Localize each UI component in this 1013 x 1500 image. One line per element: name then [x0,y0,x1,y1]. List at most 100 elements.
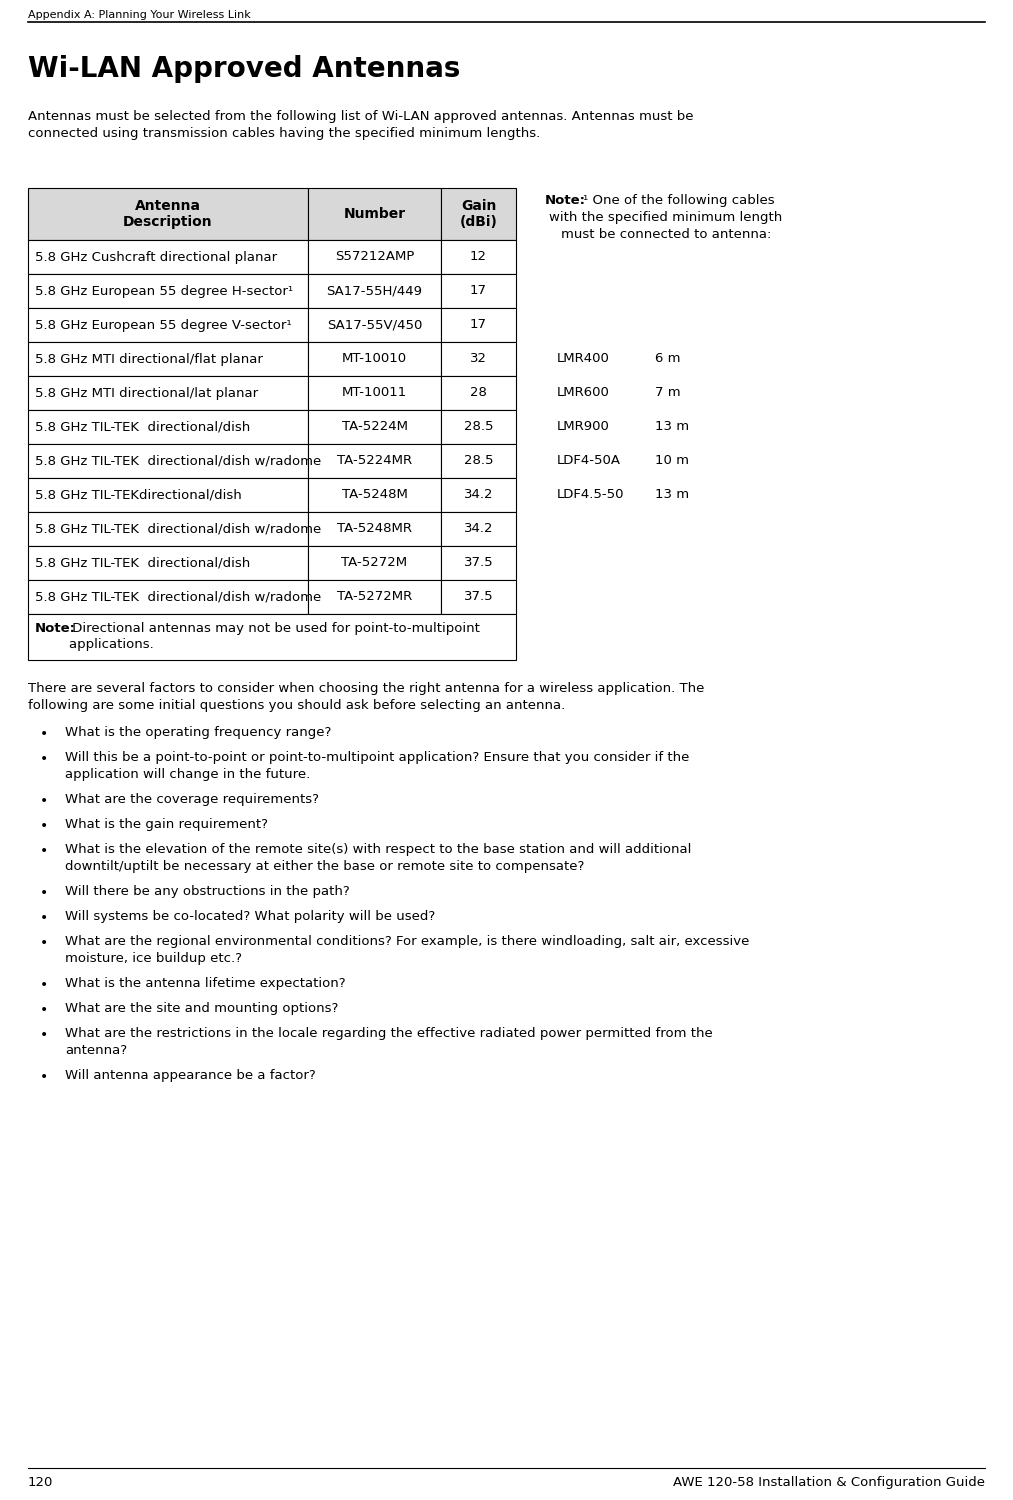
Text: LMR900: LMR900 [557,420,610,434]
Text: 13 m: 13 m [655,420,689,434]
Bar [28,342,308,376]
Text: S57212AMP: S57212AMP [335,251,414,264]
Text: Will systems be co-located? What polarity will be used?: Will systems be co-located? What polarit… [65,910,436,922]
Bar [28,240,308,274]
Text: 17: 17 [470,318,487,332]
Bar [441,512,516,546]
Text: antenna?: antenna? [65,1044,127,1058]
Bar [308,274,441,308]
Bar [28,512,308,546]
Bar [308,546,441,580]
Text: Number: Number [343,207,405,220]
Bar [28,274,308,308]
Text: applications.: applications. [35,638,154,651]
Text: 34.2: 34.2 [464,489,493,501]
Text: •: • [40,819,49,833]
Text: 5.8 GHz TIL-TEK  directional/dish: 5.8 GHz TIL-TEK directional/dish [35,420,250,434]
Text: application will change in the future.: application will change in the future. [65,768,310,782]
Text: Directional antennas may not be used for point-to-multipoint: Directional antennas may not be used for… [68,622,480,634]
Text: MT-10011: MT-10011 [341,387,407,399]
Bar [441,342,516,376]
Text: Note:: Note: [35,622,76,634]
Text: TA-5272M: TA-5272M [341,556,407,570]
Bar [441,410,516,444]
Bar [308,308,441,342]
Text: 5.8 GHz European 55 degree V-sector¹: 5.8 GHz European 55 degree V-sector¹ [35,318,292,332]
Text: SA17-55V/450: SA17-55V/450 [327,318,422,332]
Text: What are the regional environmental conditions? For example, is there windloadin: What are the regional environmental cond… [65,934,750,948]
Bar [308,444,441,478]
Text: LMR600: LMR600 [557,387,610,399]
Bar [441,274,516,308]
Text: •: • [40,910,49,926]
Text: •: • [40,752,49,766]
Bar [308,188,441,240]
Text: 5.8 GHz TIL-TEK  directional/dish: 5.8 GHz TIL-TEK directional/dish [35,556,250,570]
Text: What is the operating frequency range?: What is the operating frequency range? [65,726,331,740]
Bar [308,240,441,274]
Text: 10 m: 10 m [655,454,689,468]
Text: 28.5: 28.5 [464,420,493,434]
Text: 5.8 GHz TIL-TEK  directional/dish w/radome: 5.8 GHz TIL-TEK directional/dish w/radom… [35,591,321,603]
Text: LMR400: LMR400 [557,352,610,366]
Bar [441,580,516,614]
Text: Wi-LAN Approved Antennas: Wi-LAN Approved Antennas [28,56,460,82]
Text: 28: 28 [470,387,487,399]
Bar [308,376,441,410]
Text: 32: 32 [470,352,487,366]
Bar [308,512,441,546]
Bar [308,410,441,444]
Text: downtilt/uptilt be necessary at either the base or remote site to compensate?: downtilt/uptilt be necessary at either t… [65,859,585,873]
Bar [441,188,516,240]
Text: 34.2: 34.2 [464,522,493,536]
Text: must be connected to antenna:: must be connected to antenna: [561,228,771,242]
Text: Antennas must be selected from the following list of Wi-LAN approved antennas. A: Antennas must be selected from the follo… [28,110,694,123]
Bar [441,376,516,410]
Text: •: • [40,844,49,858]
Text: Antenna
Description: Antenna Description [124,200,213,230]
Text: TA-5272MR: TA-5272MR [337,591,412,603]
Text: •: • [40,794,49,808]
Text: 5.8 GHz TIL-TEK  directional/dish w/radome: 5.8 GHz TIL-TEK directional/dish w/radom… [35,454,321,468]
Bar [28,580,308,614]
Bar [28,188,308,240]
Text: 37.5: 37.5 [464,591,493,603]
Bar [441,240,516,274]
Text: What is the elevation of the remote site(s) with respect to the base station and: What is the elevation of the remote site… [65,843,692,856]
Text: AWE 120-58 Installation & Configuration Guide: AWE 120-58 Installation & Configuration … [673,1476,985,1490]
Text: 7 m: 7 m [655,387,681,399]
Text: 5.8 GHz Cushcraft directional planar: 5.8 GHz Cushcraft directional planar [35,251,278,264]
Text: 17: 17 [470,285,487,297]
Text: Appendix A: Planning Your Wireless Link: Appendix A: Planning Your Wireless Link [28,10,251,20]
Text: What are the coverage requirements?: What are the coverage requirements? [65,794,319,806]
Text: LDF4-50A: LDF4-50A [557,454,621,468]
Text: 13 m: 13 m [655,489,689,501]
Text: •: • [40,1028,49,1042]
Text: MT-10010: MT-10010 [342,352,407,366]
Text: 5.8 GHz TIL-TEKdirectional/dish: 5.8 GHz TIL-TEKdirectional/dish [35,489,242,501]
Text: Gain
(dBi): Gain (dBi) [460,200,497,230]
Text: TA-5224M: TA-5224M [341,420,407,434]
Bar [28,444,308,478]
Text: What are the site and mounting options?: What are the site and mounting options? [65,1002,338,1016]
Text: •: • [40,936,49,950]
Text: with the specified minimum length: with the specified minimum length [549,211,782,223]
Bar [28,308,308,342]
Bar [28,546,308,580]
Text: •: • [40,978,49,992]
Text: What is the antenna lifetime expectation?: What is the antenna lifetime expectation… [65,976,345,990]
Text: 28.5: 28.5 [464,454,493,468]
Text: 5.8 GHz TIL-TEK  directional/dish w/radome: 5.8 GHz TIL-TEK directional/dish w/radom… [35,522,321,536]
Bar [308,580,441,614]
Text: TA-5248MR: TA-5248MR [337,522,412,536]
Bar [308,478,441,512]
Text: SA17-55H/449: SA17-55H/449 [326,285,422,297]
Bar [441,308,516,342]
Text: •: • [40,1070,49,1084]
Text: Note:: Note: [545,194,586,207]
Text: TA-5248M: TA-5248M [341,489,407,501]
Text: •: • [40,886,49,900]
Text: There are several factors to consider when choosing the right antenna for a wire: There are several factors to consider wh… [28,682,704,694]
Text: LDF4.5-50: LDF4.5-50 [557,489,624,501]
Text: connected using transmission cables having the specified minimum lengths.: connected using transmission cables havi… [28,128,540,140]
